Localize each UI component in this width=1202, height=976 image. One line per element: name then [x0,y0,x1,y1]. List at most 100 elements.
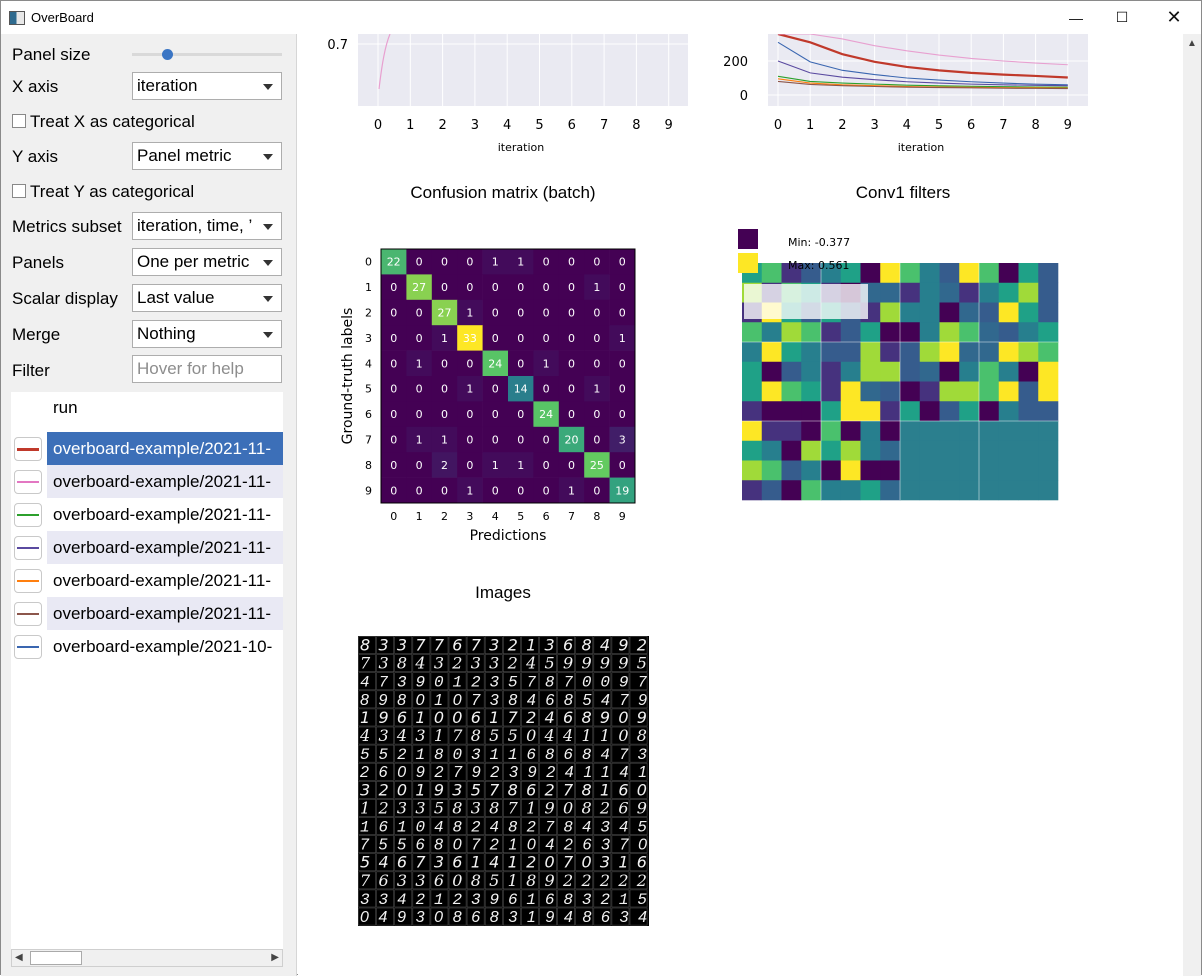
cell-value-label: 0 [441,484,448,497]
run-color-swatch[interactable] [14,635,42,659]
run-row[interactable]: overboard-example/2021-11- [11,432,283,465]
filter-input[interactable]: Hover for help [132,355,282,383]
scalar-display-value: Last value [137,288,215,307]
runs-column-header[interactable]: run [53,398,78,417]
matrix-cell [508,376,534,402]
filter-pixel [959,480,980,501]
scroll-right-icon[interactable]: ▶ [271,952,279,963]
filter-pixel [821,342,842,363]
x-axis-select[interactable]: iteration [132,72,282,100]
image-tile [593,708,612,727]
cell-value-label: 27 [438,307,452,320]
image-tile [430,781,449,799]
cell-value-label: 0 [390,459,397,472]
filter-pixel [939,480,960,501]
filter-pixel [959,302,980,323]
run-row[interactable]: overboard-example/2021-11- [11,498,283,531]
matrix-cell [558,401,585,428]
run-color-swatch[interactable] [14,503,42,527]
filter-pixel [761,401,782,422]
filter-pixel [860,401,881,422]
image-tile [503,654,521,673]
image-tile [593,690,612,709]
filter-pixel [880,440,901,461]
scalar-display-select[interactable]: Last value [132,284,282,312]
image-tile [629,726,648,745]
scroll-left-icon[interactable]: ◀ [15,952,23,963]
run-color-swatch[interactable] [14,470,42,494]
matrix-cell [558,325,585,351]
matrix-cell [558,274,585,301]
cell-value-label: 0 [416,332,423,345]
cell-value-label: 0 [466,281,473,294]
matrix-cell [406,274,433,301]
run-row[interactable]: overboard-example/2021-11- [11,597,283,630]
vertical-scrollbar[interactable]: ▲ [1183,34,1201,976]
image-tile [376,744,395,763]
matrix-cell [482,376,509,402]
panel-size-slider-handle[interactable] [161,49,173,60]
image-tile [466,654,485,673]
merge-select[interactable]: Nothing [132,320,282,348]
image-tile [484,708,503,727]
matrix-cell [508,401,534,428]
filter-pixel [801,421,822,442]
treat-x-categorical-checkbox[interactable]: Treat X as categorical [12,112,195,132]
y-tick-label: 9 [365,484,372,497]
filter-pixel [1038,401,1059,422]
image-tile [466,889,485,908]
image-tile [376,871,395,890]
run-color-swatch[interactable] [14,437,42,461]
cell-value-label: 0 [466,459,473,472]
run-row[interactable]: overboard-example/2021-11- [11,531,283,564]
image-tile [539,799,557,817]
image-tile [376,889,395,908]
image-tile [376,835,395,854]
run-name: overboard-example/2021-11- [53,571,271,590]
run-color-swatch[interactable] [14,602,42,626]
image-tile [611,690,630,709]
minimize-button[interactable]: — [1069,9,1083,26]
image-tile [521,835,539,854]
filter-pixel [781,342,802,363]
image-tile [557,817,576,835]
image-tile [593,889,612,908]
y-axis-select[interactable]: Panel metric [132,142,282,170]
cell-value-label: 1 [543,357,550,370]
filter-pixel [1018,322,1039,343]
run-row[interactable]: overboard-example/2021-11- [11,465,283,498]
run-row[interactable]: overboard-example/2021-10- [11,630,283,663]
horizontal-scrollbar[interactable]: ◀ ▶ [11,949,283,967]
filter-pixel [742,480,763,501]
image-tile [448,672,467,691]
scrollbar-thumb[interactable] [30,951,82,965]
image-tile [557,690,576,709]
close-button[interactable]: ✕ [1166,7,1182,27]
panel-size-slider[interactable] [132,53,282,56]
image-tile [521,744,539,763]
accuracy-plot: 0.7 0 1 2 3 4 5 6 7 8 9 iteration [327,34,688,154]
scroll-up-icon[interactable]: ▲ [1187,38,1197,49]
cell-value-label: 0 [619,408,626,421]
image-tile [412,690,431,709]
treat-y-categorical-checkbox[interactable]: Treat Y as categorical [12,182,194,202]
matrix-cell [381,274,407,301]
maximize-button[interactable]: ☐ [1115,9,1129,25]
cell-value-label: 0 [466,256,473,269]
matrix-cell [431,274,458,301]
image-tile [430,835,449,854]
run-color-swatch[interactable] [14,536,42,560]
matrix-cell [609,426,636,453]
filter-pixel [742,440,763,461]
x-tick-label: 6 [967,118,975,133]
matrix-cell [431,426,458,453]
panels-select[interactable]: One per metric [132,248,282,276]
run-color-swatch[interactable] [14,569,42,593]
cell-value-label: 1 [593,383,600,396]
image-tile [448,690,467,709]
series-line [777,80,1068,90]
metrics-subset-select[interactable]: iteration, time, ’ [132,212,282,240]
matrix-cell [457,350,483,377]
run-row[interactable]: overboard-example/2021-11- [11,564,283,597]
image-tile [575,817,594,835]
